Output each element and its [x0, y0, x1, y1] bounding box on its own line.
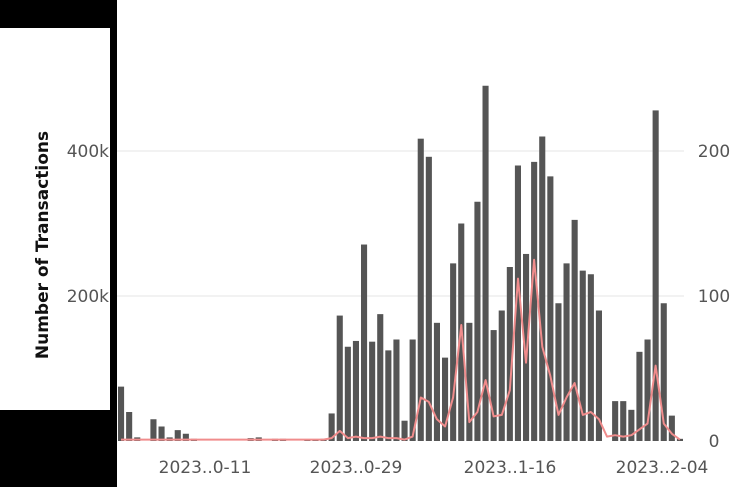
bar-57: [579, 270, 586, 441]
y-tick-label-1: 400k: [67, 142, 109, 162]
bar-26: [328, 413, 335, 441]
bar-63: [628, 409, 635, 441]
bar-44: [474, 201, 481, 441]
bar-59: [595, 310, 602, 441]
bar-65: [644, 339, 651, 441]
bar-47: [498, 310, 505, 441]
bar-7: [174, 430, 181, 441]
y2-tick-label-1: 100: [698, 287, 730, 307]
bar-56: [571, 219, 578, 441]
bar-31: [369, 341, 376, 441]
bar-66: [652, 110, 659, 442]
y2-tick-label-0: 0: [709, 432, 720, 452]
bar-0: [118, 386, 125, 441]
bar-49: [514, 165, 521, 441]
bar-32: [377, 314, 384, 441]
bar-54: [555, 303, 562, 441]
bar-64: [636, 351, 643, 441]
bar-8: [182, 433, 189, 441]
bar-35: [401, 420, 408, 441]
black-mask-top-left: [0, 0, 117, 28]
bar-40: [442, 357, 449, 441]
bar-4: [150, 419, 157, 441]
bar-27: [336, 315, 343, 441]
bar-43: [466, 322, 473, 441]
bar-69: [676, 438, 683, 441]
bar-30: [361, 244, 368, 441]
bar-41: [450, 263, 457, 441]
x-tick-label-2: 2023..1-16: [464, 458, 557, 478]
bar-68: [668, 415, 675, 441]
bar-51: [531, 161, 538, 441]
bar-46: [490, 330, 497, 441]
bar-29: [352, 340, 359, 441]
bar-39: [433, 322, 440, 441]
bar-5: [158, 426, 165, 441]
bar-62: [620, 401, 627, 441]
bar-58: [587, 274, 594, 441]
y-axis-label: Number of Transactions: [33, 131, 53, 359]
bar-28: [344, 346, 351, 441]
bar-38: [425, 156, 432, 442]
transactions-line: [121, 258, 681, 441]
bar-52: [539, 136, 546, 441]
bar-1: [126, 412, 133, 441]
black-mask-left-edge: [110, 0, 117, 487]
black-mask-bottom-left: [0, 410, 117, 487]
bar-33: [385, 350, 392, 441]
bar-48: [506, 267, 513, 441]
bar-67: [660, 303, 667, 441]
bar-61: [612, 401, 619, 441]
bar-36: [409, 339, 416, 441]
x-tick-label-1: 2023..0-29: [310, 458, 403, 478]
x-tick-label-3: 2023..2-04: [616, 458, 709, 478]
y2-tick-label-2: 200: [698, 142, 730, 162]
y-tick-label-0: 200k: [67, 287, 109, 307]
bar-50: [523, 253, 530, 441]
x-tick-label-0: 2023..0-11: [159, 458, 252, 478]
bar-37: [417, 138, 424, 442]
bar-45: [482, 85, 489, 441]
bar-55: [563, 263, 570, 441]
bar-53: [547, 176, 554, 441]
bar-34: [393, 339, 400, 441]
